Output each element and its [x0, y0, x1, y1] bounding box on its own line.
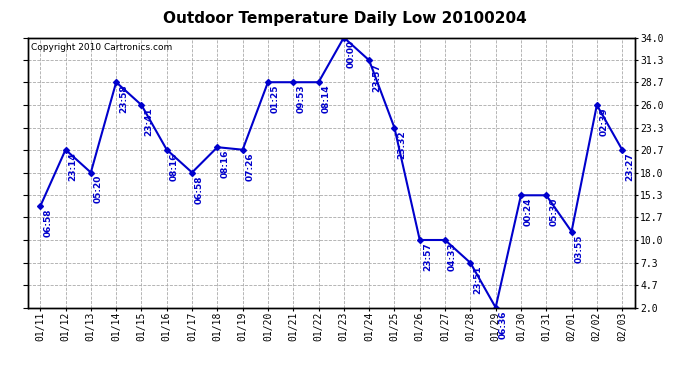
- Text: 23:58: 23:58: [119, 85, 128, 113]
- Text: 23:57: 23:57: [372, 63, 381, 92]
- Text: Copyright 2010 Cartronics.com: Copyright 2010 Cartronics.com: [30, 43, 172, 52]
- Text: 06:58: 06:58: [43, 209, 52, 237]
- Text: 23:27: 23:27: [625, 152, 634, 181]
- Text: 23:41: 23:41: [144, 108, 153, 136]
- Text: 23:14: 23:14: [68, 152, 77, 181]
- Text: 00:24: 00:24: [524, 198, 533, 226]
- Text: 00:00: 00:00: [347, 40, 356, 68]
- Text: 07:26: 07:26: [246, 152, 255, 181]
- Text: 08:16: 08:16: [170, 152, 179, 181]
- Text: 09:53: 09:53: [296, 85, 305, 113]
- Text: 04:33: 04:33: [448, 243, 457, 271]
- Text: 23:32: 23:32: [397, 130, 406, 159]
- Text: 05:20: 05:20: [94, 175, 103, 203]
- Text: 08:16: 08:16: [220, 150, 229, 178]
- Text: 02:39: 02:39: [600, 108, 609, 136]
- Text: 23:51: 23:51: [473, 266, 482, 294]
- Text: 06:36: 06:36: [499, 310, 508, 339]
- Text: Outdoor Temperature Daily Low 20100204: Outdoor Temperature Daily Low 20100204: [163, 11, 527, 26]
- Text: 08:14: 08:14: [322, 85, 331, 113]
- Text: 23:57: 23:57: [423, 243, 432, 271]
- Text: 06:58: 06:58: [195, 175, 204, 204]
- Text: 01:25: 01:25: [271, 85, 280, 113]
- Text: 05:30: 05:30: [549, 198, 558, 226]
- Text: 03:55: 03:55: [575, 234, 584, 262]
